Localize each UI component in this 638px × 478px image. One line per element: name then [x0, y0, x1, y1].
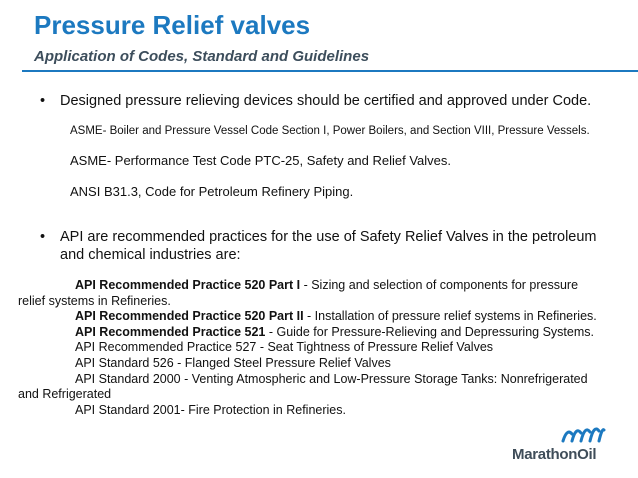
- code-ansi-b313: ANSI B31.3, Code for Petroleum Refinery …: [70, 184, 354, 199]
- api-item: API Standard 2001- Fire Protection in Re…: [18, 403, 598, 419]
- api-item-desc: API Recommended Practice 527 - Seat Tigh…: [75, 340, 494, 355]
- api-item-desc: API Standard 526 - Flanged Steel Pressur…: [75, 355, 391, 370]
- api-item-title: API Recommended Practice 521: [75, 324, 266, 339]
- bullet-certified-devices: • Designed pressure relieving devices sh…: [40, 92, 600, 110]
- logo-wordmark: MarathonOil: [512, 446, 597, 463]
- api-standards-list: API Recommended Practice 520 Part I - Si…: [18, 278, 598, 418]
- page-subtitle: Application of Codes, Standard and Guide…: [34, 48, 370, 65]
- api-item: API Standard 2000 - Venting Atmospheric …: [18, 372, 598, 403]
- api-item: API Recommended Practice 520 Part I - Si…: [18, 278, 598, 309]
- bullet-symbol: •: [40, 93, 46, 109]
- page-title: Pressure Relief valves: [34, 10, 311, 40]
- api-item-title: API Recommended Practice 520 Part I: [75, 278, 301, 292]
- bullet-text: API are recommended practices for the us…: [60, 229, 597, 263]
- code-asme-bpvc: ASME- Boiler and Pressure Vessel Code Se…: [70, 125, 590, 137]
- api-item-desc: API Standard 2000 - Venting Atmospheric …: [18, 371, 588, 402]
- api-item: API Recommended Practice 520 Part II - I…: [18, 309, 598, 325]
- code-asme-ptc25: ASME- Performance Test Code PTC-25, Safe…: [70, 153, 452, 168]
- wave-logo-icon: [561, 427, 606, 443]
- api-item: API Recommended Practice 527 - Seat Tigh…: [18, 340, 598, 356]
- bullet-api-practices: • API are recommended practices for the …: [40, 228, 600, 264]
- api-item: API Standard 526 - Flanged Steel Pressur…: [18, 356, 598, 372]
- api-item-desc: - Guide for Pressure-Relieving and Depre…: [265, 324, 594, 339]
- api-item-desc: - Sizing and selection of components for…: [18, 278, 579, 308]
- title-divider: [22, 70, 638, 72]
- bullet-symbol: •: [40, 229, 46, 245]
- api-item-desc: API Standard 2001- Fire Protection in Re…: [75, 402, 346, 417]
- api-item-desc: - Installation of pressure relief system…: [303, 309, 597, 324]
- bullet-text: Designed pressure relieving devices shou…: [60, 93, 592, 109]
- api-item: API Recommended Practice 521 - Guide for…: [18, 325, 598, 341]
- marathon-oil-logo: MarathonOil: [512, 422, 624, 468]
- api-item-title: API Recommended Practice 520 Part II: [75, 309, 304, 324]
